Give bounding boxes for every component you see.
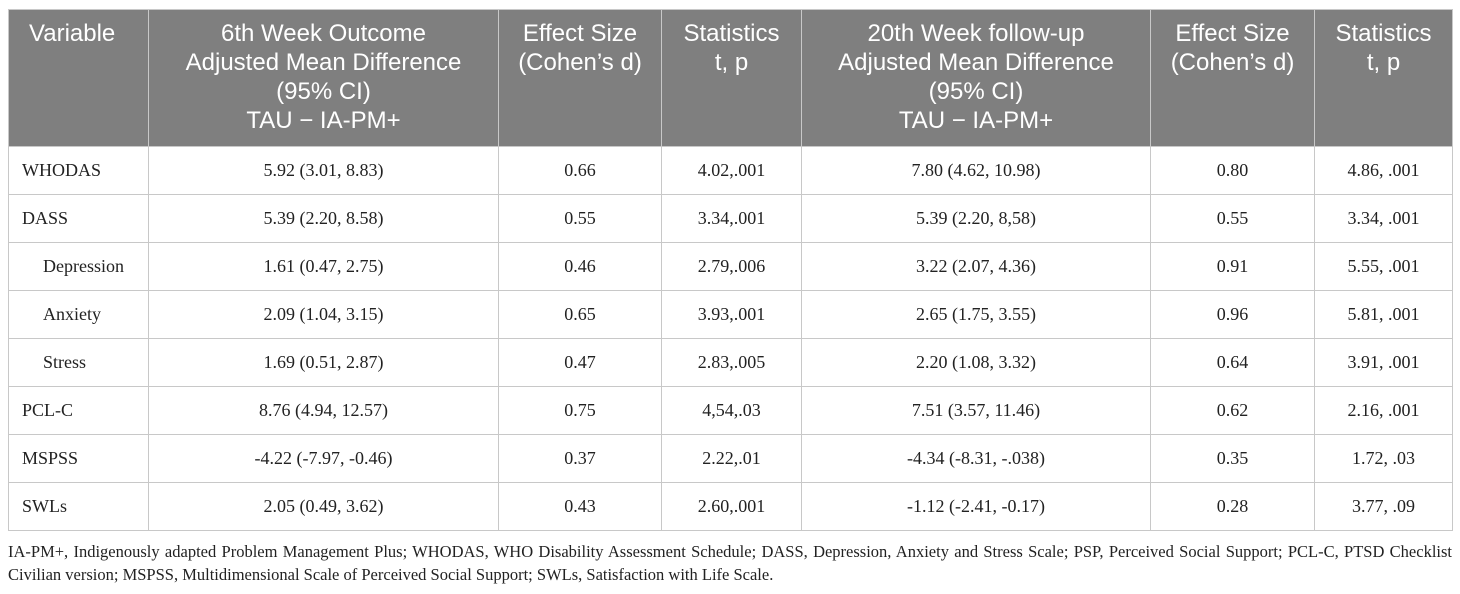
table-row-swls: SWLs 2.05 (0.49, 3.62) 0.43 2.60,.001 -1…: [8, 482, 1453, 531]
table-cell: 0.46: [498, 242, 662, 291]
table-row-stress: Stress 1.69 (0.51, 2.87) 0.47 2.83,.005 …: [8, 338, 1453, 387]
table-cell-variable: Depression: [8, 242, 149, 291]
table-row-whodas: WHODAS 5.92 (3.01, 8.83) 0.66 4.02,.001 …: [8, 146, 1453, 195]
table-cell: 0.80: [1150, 146, 1315, 195]
table-cell-variable: DASS: [8, 194, 149, 243]
table-cell: 2.16, .001: [1314, 386, 1453, 435]
table-row-depression: Depression 1.61 (0.47, 2.75) 0.46 2.79,.…: [8, 242, 1453, 291]
table-cell: 1.69 (0.51, 2.87): [148, 338, 499, 387]
table-cell: 4.02,.001: [661, 146, 802, 195]
table-cell: 8.76 (4.94, 12.57): [148, 386, 499, 435]
table-cell: 2.79,.006: [661, 242, 802, 291]
table-cell: 0.28: [1150, 482, 1315, 531]
table-cell: 2.05 (0.49, 3.62): [148, 482, 499, 531]
table-cell: 0.37: [498, 434, 662, 483]
table-cell: 3.34,.001: [661, 194, 802, 243]
table-cell: 1.72, .03: [1314, 434, 1453, 483]
table-row-mspss: MSPSS -4.22 (-7.97, -0.46) 0.37 2.22,.01…: [8, 434, 1453, 483]
table-cell: 5.92 (3.01, 8.83): [148, 146, 499, 195]
table-cell-variable: WHODAS: [8, 146, 149, 195]
table-cell-variable: SWLs: [8, 482, 149, 531]
table-cell: 1.61 (0.47, 2.75): [148, 242, 499, 291]
table-cell: 0.35: [1150, 434, 1315, 483]
header-20th-week-followup: 20th Week follow-up Adjusted Mean Differ…: [801, 9, 1151, 147]
results-table-container: Variable 6th Week Outcome Adjusted Mean …: [8, 9, 1453, 531]
table-row-dass: DASS 5.39 (2.20, 8.58) 0.55 3.34,.001 5.…: [8, 194, 1453, 243]
table-row-pcl-c: PCL-C 8.76 (4.94, 12.57) 0.75 4,54,.03 7…: [8, 386, 1453, 435]
table-cell: 0.62: [1150, 386, 1315, 435]
results-table: Variable 6th Week Outcome Adjusted Mean …: [8, 9, 1453, 531]
table-cell: 5.39 (2.20, 8,58): [801, 194, 1151, 243]
table-cell: 0.65: [498, 290, 662, 339]
table-row-anxiety: Anxiety 2.09 (1.04, 3.15) 0.65 3.93,.001…: [8, 290, 1453, 339]
table-cell: 5.81, .001: [1314, 290, 1453, 339]
table-cell: 0.47: [498, 338, 662, 387]
table-cell: 2.09 (1.04, 3.15): [148, 290, 499, 339]
table-cell: 2.20 (1.08, 3.32): [801, 338, 1151, 387]
table-cell: 0.96: [1150, 290, 1315, 339]
table-cell: 0.66: [498, 146, 662, 195]
table-cell: -1.12 (-2.41, -0.17): [801, 482, 1151, 531]
table-cell-variable: MSPSS: [8, 434, 149, 483]
table-cell: 5.39 (2.20, 8.58): [148, 194, 499, 243]
table-cell-variable: PCL-C: [8, 386, 149, 435]
table-footnote: IA-PM+, Indigenously adapted Problem Man…: [8, 542, 1452, 584]
table-cell: 0.55: [498, 194, 662, 243]
table-cell: 3.34, .001: [1314, 194, 1453, 243]
table-cell-variable: Anxiety: [8, 290, 149, 339]
table-cell-variable: Stress: [8, 338, 149, 387]
table-cell: 7.80 (4.62, 10.98): [801, 146, 1151, 195]
table-cell: 0.75: [498, 386, 662, 435]
table-cell: 0.91: [1150, 242, 1315, 291]
table-cell: -4.34 (-8.31, -.038): [801, 434, 1151, 483]
header-variable: Variable: [8, 9, 149, 147]
header-statistics-20th: Statistics t, p: [1314, 9, 1453, 147]
table-cell: 3.77, .09: [1314, 482, 1453, 531]
header-effect-size-20th: Effect Size (Cohen’s d): [1150, 9, 1315, 147]
header-6th-week-outcome: 6th Week Outcome Adjusted Mean Differenc…: [148, 9, 499, 147]
header-effect-size-6th: Effect Size (Cohen’s d): [498, 9, 662, 147]
table-cell: 3.22 (2.07, 4.36): [801, 242, 1151, 291]
table-cell: 0.43: [498, 482, 662, 531]
table-cell: 4.86, .001: [1314, 146, 1453, 195]
table-cell: 2.60,.001: [661, 482, 802, 531]
header-statistics-6th: Statistics t, p: [661, 9, 802, 147]
table-cell: 0.55: [1150, 194, 1315, 243]
table-cell: 4,54,.03: [661, 386, 802, 435]
header-row: Variable 6th Week Outcome Adjusted Mean …: [8, 9, 1453, 147]
table-cell: -4.22 (-7.97, -0.46): [148, 434, 499, 483]
table-cell: 7.51 (3.57, 11.46): [801, 386, 1151, 435]
table-cell: 2.65 (1.75, 3.55): [801, 290, 1151, 339]
table-cell: 0.64: [1150, 338, 1315, 387]
table-cell: 2.83,.005: [661, 338, 802, 387]
table-cell: 5.55, .001: [1314, 242, 1453, 291]
table-cell: 3.91, .001: [1314, 338, 1453, 387]
table-cell: 2.22,.01: [661, 434, 802, 483]
table-cell: 3.93,.001: [661, 290, 802, 339]
